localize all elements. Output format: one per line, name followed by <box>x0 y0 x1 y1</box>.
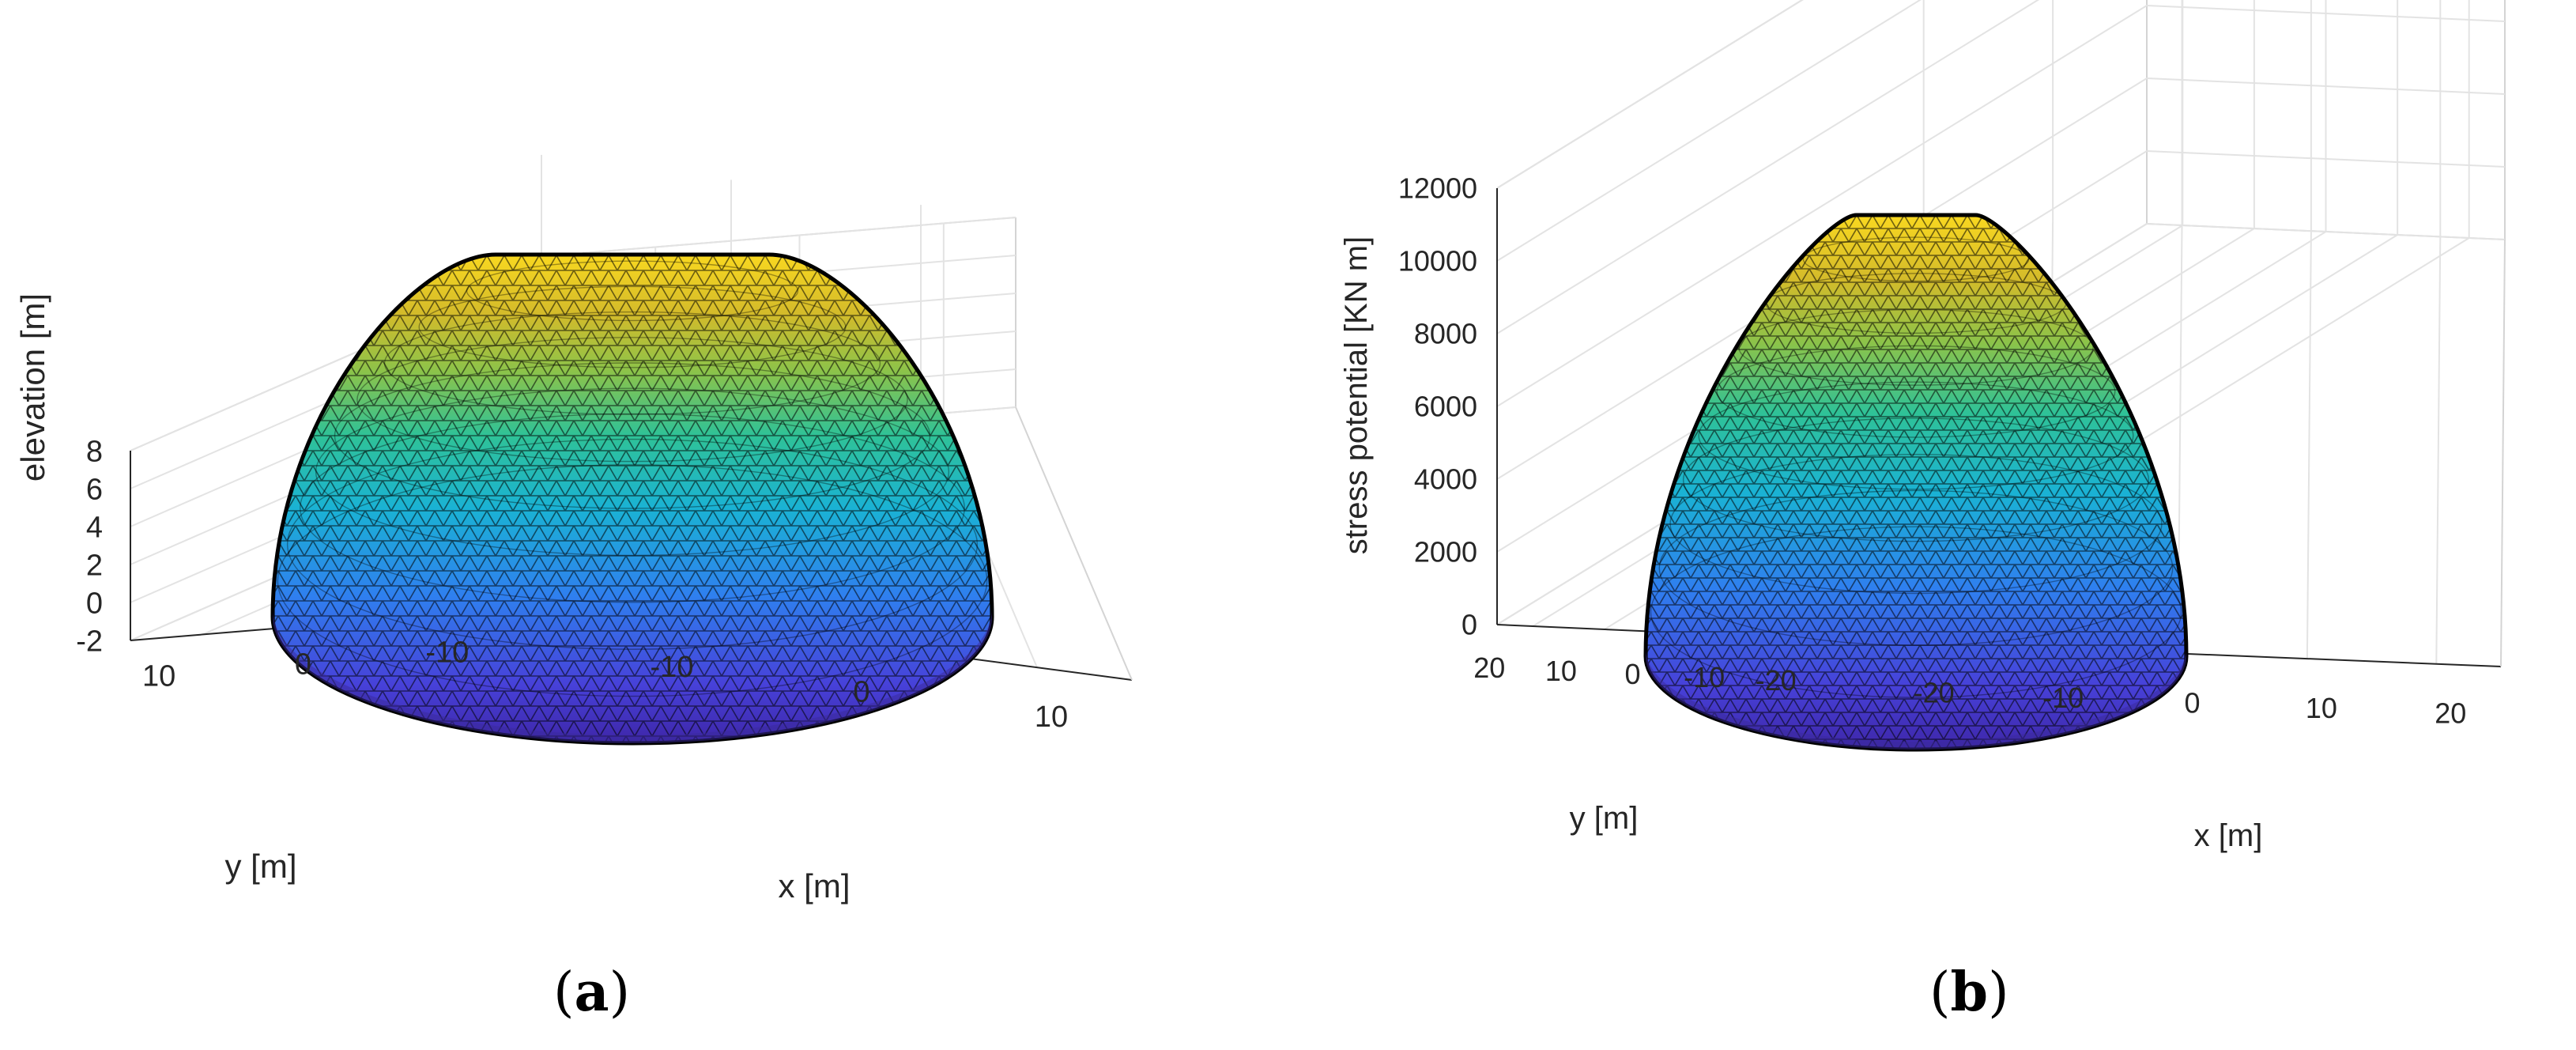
surface-b <box>1643 213 2189 752</box>
x-gridline <box>2435 236 2442 664</box>
y-tick-label: 0 <box>295 648 311 682</box>
z-gridline <box>1496 0 1922 262</box>
mesh-ring <box>286 438 979 650</box>
caption-close-a: ) <box>609 961 631 1024</box>
y-axis-label-a: y [m] <box>225 848 297 885</box>
z-tick-label: 12000 <box>1398 172 1477 205</box>
mesh-ring <box>418 285 847 368</box>
mesh-ring <box>334 362 931 509</box>
z-axis-label-a: elevation [m] <box>14 293 51 482</box>
z-tick-label: 0 <box>1461 609 1477 641</box>
z-axis-label-b: stress potential [KN m] <box>1339 236 1374 554</box>
mesh-ring <box>300 413 965 603</box>
y-tick-label: -20 <box>1756 664 1797 697</box>
z-gridline <box>1496 0 2040 334</box>
surface-mesh <box>273 255 992 743</box>
z-tick-label: 0 <box>86 587 103 620</box>
z-tick-label: 2000 <box>1414 536 1477 568</box>
z-tick-label: 8 <box>86 435 103 468</box>
floor-back-edge <box>2500 239 2506 667</box>
x-tick-label: 20 <box>2435 697 2466 730</box>
x-tick-label: 0 <box>2184 687 2200 720</box>
panel-b: 0 2000 4000 6000 8000 10000 12000 -20 -10 0 10 20 -2… <box>1288 0 2575 1050</box>
surface-mesh <box>1646 215 2186 750</box>
mesh-ring <box>383 311 881 415</box>
caption-close-b: ) <box>1988 961 2009 1024</box>
z-tick-label: 4 <box>86 511 103 544</box>
mesh-ring <box>1802 236 2030 282</box>
y-tick-label: -10 <box>1684 661 1725 693</box>
z-tick-label: 6000 <box>1414 391 1477 423</box>
z-tick-label: 8000 <box>1414 318 1477 350</box>
surface-plot-b: 0 2000 4000 6000 8000 10000 12000 -20 -10 0 10 20 -2… <box>1339 0 2506 853</box>
y-tick-label: 10 <box>1545 655 1577 687</box>
mesh-ring <box>356 337 908 463</box>
z-tick-label: 2 <box>86 549 103 582</box>
mesh-ring <box>1682 417 2150 542</box>
z-tick-label: 4000 <box>1414 463 1477 496</box>
mesh-ring <box>1669 453 2163 595</box>
mesh-ring <box>1658 489 2174 647</box>
x-axis-label-b: x [m] <box>2194 818 2263 853</box>
mesh-ring <box>277 464 988 697</box>
caption-letter-b: b <box>1950 961 1989 1024</box>
z-tick-label: 6 <box>86 473 103 506</box>
caption-open-a: ( <box>553 961 575 1024</box>
z-tick-label: -2 <box>76 625 103 658</box>
y-tick-label: 10 <box>142 660 175 693</box>
mesh-ring <box>315 387 950 557</box>
z-tick-label: 10000 <box>1398 245 1477 278</box>
mesh-ring <box>1765 273 2067 334</box>
surface-a <box>270 252 994 746</box>
mesh-ring <box>1738 308 2094 386</box>
y-tick-label: -10 <box>425 636 469 670</box>
tick-labels-a: -2 0 2 4 6 8 -10 0 10 -10 0 10 <box>76 435 1068 734</box>
z-gridline <box>1496 0 1804 189</box>
y-axis-label-b: y [m] <box>1570 801 1639 836</box>
caption-open-b: ( <box>1929 961 1951 1024</box>
tick-labels-b: 0 2000 4000 6000 8000 10000 12000 -20 -10 0 10 20 -2… <box>1398 172 2466 730</box>
x-axis-label-a: x [m] <box>779 867 850 905</box>
caption-b: (b) <box>1929 961 2009 1024</box>
mesh-ring <box>466 260 799 322</box>
z-gridline <box>1496 77 2506 480</box>
mesh-ring <box>1650 526 2182 698</box>
y-tick-label: 20 <box>1473 652 1505 684</box>
mesh-ring <box>1698 381 2134 490</box>
y-tick-label: 0 <box>1624 658 1640 690</box>
x-gridline <box>2306 232 2312 659</box>
x-tick-label: -20 <box>1914 676 1955 708</box>
panel-a: -2 0 2 4 6 8 -10 0 10 -10 0 10 elevation [m] y [m] … <box>14 154 1133 1024</box>
x-tick-label: -10 <box>2042 682 2084 714</box>
x-tick-label: 0 <box>853 676 869 709</box>
caption-letter-a: a <box>574 961 609 1024</box>
z-gridline <box>1496 4 2506 407</box>
caption-a: (a) <box>553 961 630 1024</box>
x-tick-label: -10 <box>651 651 694 684</box>
mesh-ring <box>1716 345 2116 438</box>
x-tick-label: 10 <box>2306 692 2337 724</box>
x-tick-label: 10 <box>1035 701 1068 734</box>
floor-back-edge <box>1015 406 1133 681</box>
